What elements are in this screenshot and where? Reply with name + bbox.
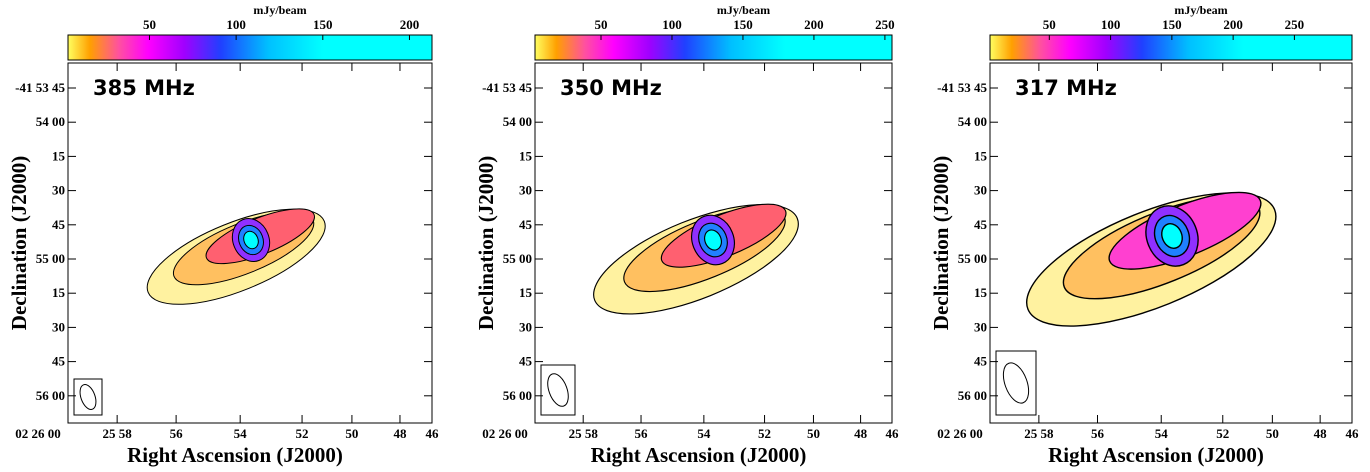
frequency-label: 385 MHz: [93, 76, 195, 100]
colorbar-tick-label: 150: [313, 17, 333, 32]
colorbar-tick-label: 50: [595, 17, 608, 32]
x-axis-title: Right Ascension (J2000): [1048, 443, 1264, 467]
x-tick-label: 25 58: [569, 426, 599, 441]
x-tick-label: 48: [393, 426, 407, 441]
colorbar-tick-label: 100: [226, 17, 246, 32]
y-tick-label: 55 00: [958, 251, 987, 266]
y-tick-label: -41 53 45: [482, 80, 532, 95]
y-tick-label: 30: [974, 319, 987, 334]
y-tick-label: 54 00: [36, 114, 65, 129]
colorbar-tick-label: 50: [1043, 17, 1056, 32]
beam-box: [540, 364, 576, 416]
y-tick-label: 45: [52, 217, 66, 232]
beam: [547, 373, 569, 407]
colorbar-title: mJy/beam: [717, 3, 770, 17]
y-tick-label: -41 53 45: [937, 80, 987, 95]
colorbar-tick-label: 100: [1101, 17, 1121, 32]
y-tick-label: 56 00: [503, 388, 532, 403]
y-tick-label: 15: [519, 148, 533, 163]
colorbar-tick-label: 100: [662, 17, 682, 32]
beam-box: [73, 378, 103, 416]
x-tick-label: 52: [1216, 426, 1229, 441]
colorbar-tick-label: 250: [875, 17, 895, 32]
x-tick-label: 52: [296, 426, 309, 441]
x-tick-label: 02 26 00: [482, 426, 528, 441]
y-tick-label: 30: [519, 319, 532, 334]
x-tick-label: 54: [1155, 426, 1169, 441]
frequency-label: 350 MHz: [560, 76, 662, 100]
contour: [704, 229, 722, 251]
y-tick-label: 56 00: [958, 388, 987, 403]
y-tick-label: 54 00: [503, 114, 532, 129]
y-axis-title: Declination (J2000): [929, 156, 953, 330]
y-tick-label: 15: [52, 148, 66, 163]
y-tick-label: 30: [974, 183, 987, 198]
x-tick-label: 56: [170, 426, 184, 441]
y-tick-label: 15: [52, 285, 66, 300]
y-tick-label: 55 00: [503, 251, 532, 266]
y-tick-label: 55 00: [36, 251, 65, 266]
y-tick-label: 15: [974, 148, 988, 163]
x-tick-label: 50: [345, 426, 358, 441]
emission: [1025, 191, 1277, 327]
beam-box: [995, 350, 1037, 416]
colorbar-tick-label: 150: [1162, 17, 1182, 32]
colorbar-title: mJy/beam: [253, 3, 306, 17]
x-tick-label: 50: [807, 426, 820, 441]
x-tick-label: 46: [886, 426, 900, 441]
x-tick-label: 56: [1091, 426, 1105, 441]
y-tick-label: 30: [519, 183, 532, 198]
y-tick-label: 54 00: [958, 114, 987, 129]
y-tick-label: 45: [974, 217, 988, 232]
emission: [593, 203, 799, 315]
contour: [243, 230, 259, 250]
y-tick-label: -41 53 45: [15, 80, 65, 95]
y-axis-title: Declination (J2000): [474, 156, 498, 330]
colorbar-title: mJy/beam: [1174, 3, 1227, 17]
panel: mJy/beam 50 100 150 200 385 MHz -41 53 45 54 00…: [7, 3, 439, 467]
y-tick-label: 15: [519, 285, 533, 300]
x-tick-label: 02 26 00: [937, 426, 983, 441]
y-tick-label: 45: [974, 354, 988, 369]
colorbar-tick-label: 200: [804, 17, 824, 32]
colorbar-tick-label: 50: [143, 17, 156, 32]
x-tick-label: 46: [1346, 426, 1360, 441]
y-tick-label: 15: [974, 285, 988, 300]
x-tick-label: 50: [1266, 426, 1279, 441]
y-axis-title: Declination (J2000): [7, 156, 31, 330]
emission: [146, 208, 326, 305]
colorbar: [534, 34, 893, 61]
colorbar-tick-label: 200: [400, 17, 420, 32]
x-tick-label: 54: [234, 426, 248, 441]
y-tick-label: 30: [52, 319, 65, 334]
frequency-label: 317 MHz: [1015, 76, 1117, 100]
contour: [1161, 223, 1183, 249]
y-tick-label: 45: [519, 217, 533, 232]
colorbar-tick-label: 200: [1223, 17, 1243, 32]
colorbar-tick-label: 150: [733, 17, 753, 32]
colorbar-tick-label: 250: [1285, 17, 1305, 32]
x-tick-label: 48: [1314, 426, 1328, 441]
y-tick-label: 45: [52, 354, 66, 369]
x-axis-title: Right Ascension (J2000): [127, 443, 343, 467]
y-tick-label: 30: [52, 183, 65, 198]
x-tick-label: 25 58: [1024, 426, 1054, 441]
x-tick-label: 02 26 00: [15, 426, 61, 441]
x-tick-label: 54: [697, 426, 711, 441]
x-tick-label: 25 58: [103, 426, 133, 441]
x-tick-label: 48: [854, 426, 868, 441]
panel: mJy/beam 50 100 150 200 250 317 MHz -41 53 45 54…: [929, 3, 1359, 467]
colorbar: [989, 34, 1353, 61]
y-tick-label: 56 00: [36, 388, 65, 403]
x-tick-label: 46: [426, 426, 440, 441]
x-axis-title: Right Ascension (J2000): [591, 443, 807, 467]
x-tick-label: 56: [635, 426, 649, 441]
colorbar: [67, 34, 433, 61]
beam: [1002, 362, 1030, 404]
x-tick-label: 52: [758, 426, 771, 441]
y-tick-label: 45: [519, 354, 533, 369]
panel: mJy/beam 50 100 150 200 250 350 MHz -41 53 45 54…: [474, 3, 899, 467]
beam: [79, 384, 97, 410]
